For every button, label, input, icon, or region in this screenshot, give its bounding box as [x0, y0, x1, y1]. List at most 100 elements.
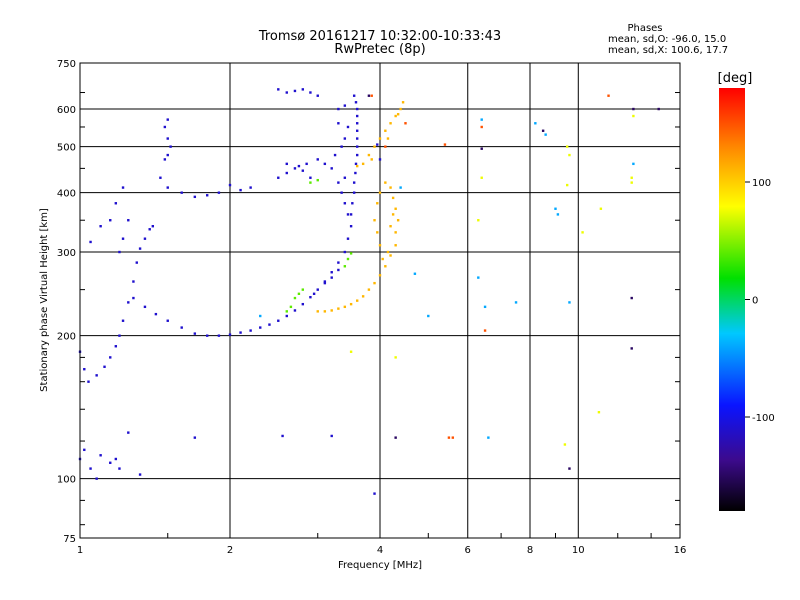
echo-point: [281, 434, 284, 438]
colorbar-ticks: 100 0 -100: [745, 178, 775, 424]
echo-point: [127, 431, 130, 434]
echo-point: [630, 176, 633, 179]
x-tick-label: 2: [227, 545, 233, 556]
echo-point: [343, 265, 347, 268]
echo-point: [447, 436, 451, 439]
echo-point: [103, 365, 106, 368]
echo-point: [597, 411, 601, 414]
echo-point: [95, 477, 98, 480]
echo-point: [166, 186, 169, 189]
echo-point: [337, 181, 340, 184]
echo-point: [297, 292, 301, 296]
echo-point: [309, 176, 312, 179]
echo-point: [394, 231, 397, 234]
echo-point: [386, 250, 390, 254]
echo-point: [361, 295, 365, 298]
echo-point: [259, 326, 262, 329]
echo-point: [352, 94, 356, 97]
echo-point: [297, 164, 301, 168]
echo-point: [249, 329, 252, 332]
echo-point: [394, 207, 397, 210]
echo-point: [285, 91, 288, 94]
echo-point: [378, 274, 382, 277]
echo-point: [109, 461, 112, 464]
echo-point: [384, 145, 387, 148]
y-tick-label: 600: [57, 105, 76, 116]
echo-point: [568, 301, 571, 304]
echo-point: [89, 467, 92, 470]
echo-point: [349, 302, 353, 306]
echo-point: [293, 167, 297, 170]
echo-point: [355, 145, 359, 148]
colorbar-tick-label: 100: [752, 178, 771, 189]
echo-point: [544, 133, 547, 136]
echo-point: [169, 145, 172, 148]
echo-point: [632, 114, 635, 118]
echo-point: [89, 240, 92, 244]
echo-point: [378, 191, 382, 194]
echo-point: [343, 104, 347, 107]
echo-point: [293, 89, 297, 93]
echo-point: [323, 280, 327, 283]
echo-point: [333, 153, 337, 157]
echo-point: [355, 114, 359, 118]
echo-point: [163, 125, 167, 129]
echo-point: [346, 237, 350, 240]
echo-point: [138, 473, 142, 476]
echo-point: [121, 319, 125, 322]
echo-point: [180, 326, 183, 329]
echo-point: [355, 299, 359, 302]
echo-point: [135, 261, 138, 264]
echo-point: [180, 191, 183, 194]
echo-point: [163, 158, 167, 161]
echo-point: [376, 231, 379, 234]
echo-point: [118, 250, 121, 254]
echo-point: [121, 237, 125, 240]
echo-point: [259, 314, 262, 318]
echo-point: [337, 261, 340, 264]
echo-point: [132, 280, 135, 283]
echo-point: [285, 310, 288, 313]
echo-point: [337, 307, 340, 310]
echo-point: [83, 367, 86, 371]
echo-point: [114, 202, 118, 205]
echo-point: [376, 202, 379, 205]
echo-point: [565, 145, 569, 148]
colorbar: [719, 88, 745, 511]
echo-point: [396, 219, 400, 222]
echo-point: [351, 202, 354, 205]
echo-point: [355, 153, 359, 157]
echo-point: [228, 183, 232, 187]
echo-point: [349, 213, 353, 216]
colorbar-label: [deg]: [718, 71, 753, 86]
y-tick-label: 750: [57, 59, 76, 70]
echo-point: [138, 247, 142, 250]
echo-point: [309, 91, 312, 94]
echo-point: [343, 176, 347, 179]
data-points: [78, 88, 660, 495]
echo-point: [343, 305, 347, 309]
echo-point: [217, 191, 221, 194]
echo-point: [166, 319, 169, 322]
x-tick-label: 4: [377, 545, 383, 556]
echo-point: [389, 122, 392, 125]
y-tick-label: 500: [57, 143, 76, 154]
echo-point: [354, 162, 358, 166]
echo-point: [480, 118, 483, 121]
echo-point: [399, 186, 402, 189]
echo-point: [293, 296, 297, 300]
echo-point: [346, 125, 350, 129]
echo-point: [556, 213, 560, 216]
echo-point: [99, 454, 102, 457]
echo-point: [114, 457, 118, 461]
echo-point: [565, 183, 569, 187]
echo-point: [391, 213, 395, 216]
echo-point: [389, 186, 392, 189]
echo-point: [118, 334, 121, 337]
echo-point: [607, 94, 610, 97]
echo-point: [193, 195, 197, 199]
echo-point: [355, 164, 359, 168]
echo-point: [316, 158, 319, 161]
echo-point: [316, 310, 319, 313]
echo-point: [193, 436, 197, 439]
